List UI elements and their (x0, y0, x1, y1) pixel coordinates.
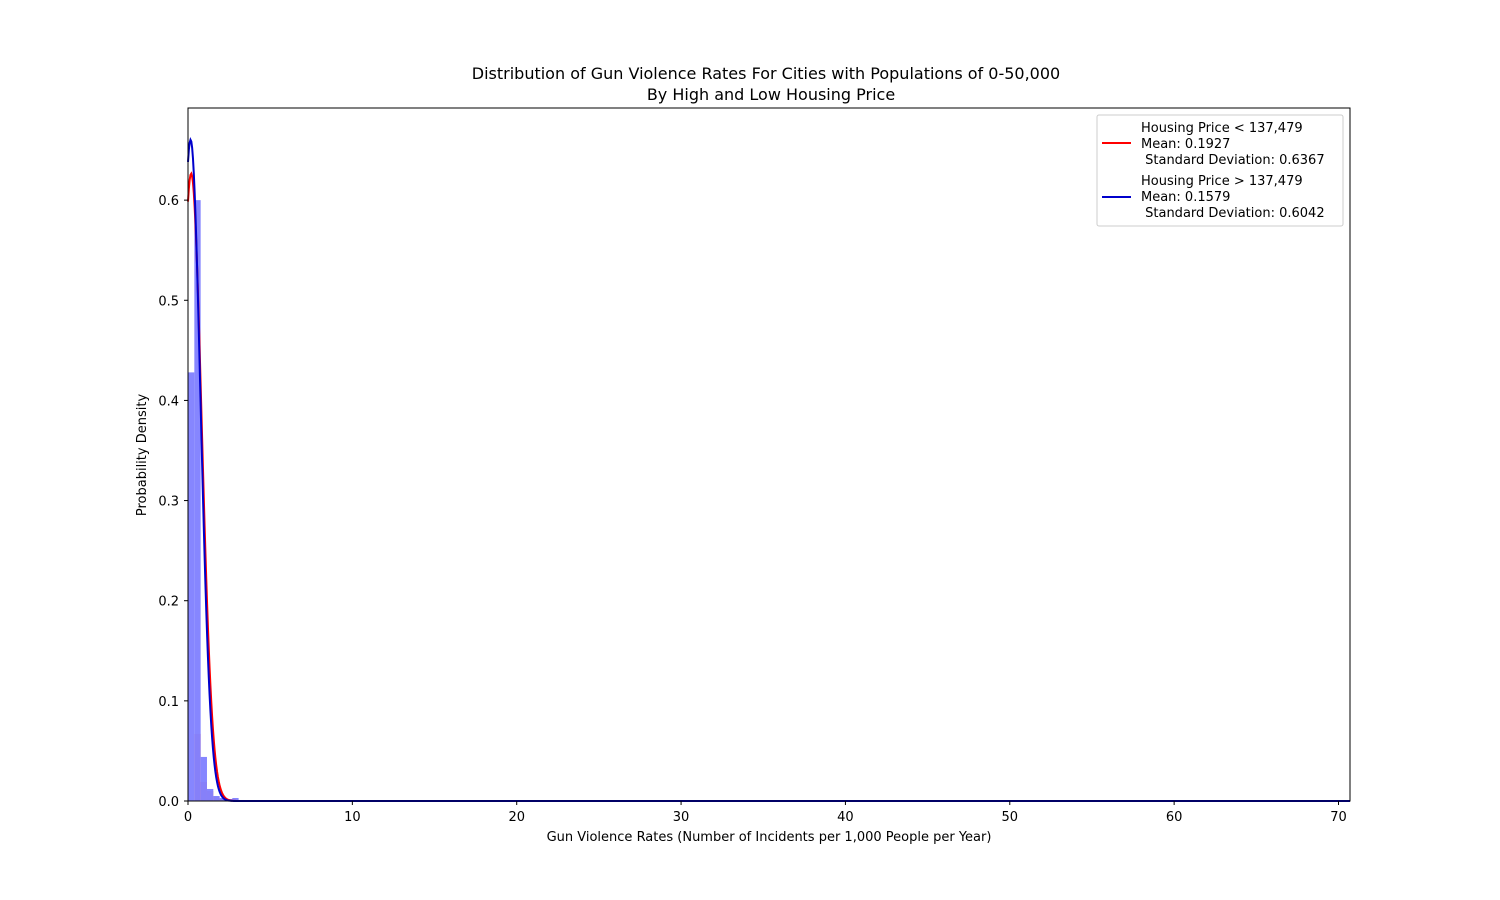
legend: Housing Price < 137,479 Mean: 0.1927 Sta… (1096, 114, 1344, 227)
legend-entry-low-line-1: Housing Price < 137,479 (1141, 121, 1303, 136)
y-tick-label-0: 0.0 (158, 795, 179, 810)
y-tick-label-0.6: 0.6 (158, 194, 179, 209)
histogram-bar-1-7 (232, 797, 239, 801)
histogram-bar-1-3 (206, 788, 214, 801)
y-tick-label-0.5: 0.5 (158, 294, 179, 309)
x-axis: 0 10 20 30 40 50 60 70 (184, 801, 1347, 825)
y-tick-label-0.4: 0.4 (158, 394, 179, 409)
plot-area-frame (187, 107, 1351, 802)
histogram-bar-1-2 (200, 756, 207, 801)
y-axis-label: Probability Density (135, 394, 150, 517)
x-tick-label-0: 0 (184, 810, 192, 825)
histogram-bar-1-0 (188, 372, 195, 801)
histogram-bar-1-5 (219, 797, 226, 801)
x-tick-label-10: 10 (344, 810, 361, 825)
histogram-bar-1-1 (194, 200, 201, 802)
legend-box (1096, 114, 1344, 227)
histogram-bar-1-4 (213, 795, 220, 801)
x-tick-label-60: 60 (1166, 810, 1183, 825)
chart-title: Distribution of Gun Violence Rates For C… (472, 64, 1060, 83)
x-tick-label-30: 30 (673, 810, 690, 825)
histogram-bars (188, 200, 245, 802)
y-axis: 0.0 0.1 0.2 0.3 0.4 0.5 0.6 (158, 194, 188, 810)
x-tick-label-40: 40 (837, 810, 854, 825)
legend-entry-high-line-1: Housing Price > 137,479 (1141, 174, 1303, 189)
legend-entry-low-line-3: Standard Deviation: 0.6367 (1141, 153, 1325, 168)
legend-entry-high-line-2: Mean: 0.1579 (1141, 190, 1230, 205)
x-axis-label: Gun Violence Rates (Number of Incidents … (547, 830, 992, 845)
x-tick-label-70: 70 (1330, 810, 1347, 825)
x-tick-label-20: 20 (508, 810, 525, 825)
y-tick-label-0.1: 0.1 (158, 695, 179, 710)
x-tick-label-50: 50 (1002, 810, 1019, 825)
density-curves (187, 137, 1350, 802)
y-tick-label-0.2: 0.2 (158, 595, 179, 610)
chart-subtitle: By High and Low Housing Price (647, 85, 895, 104)
legend-entry-high-line-3: Standard Deviation: 0.6042 (1141, 206, 1325, 221)
y-tick-label-0.3: 0.3 (158, 495, 179, 510)
density-curve-0 (187, 171, 1350, 802)
legend-entry-low-line-2: Mean: 0.1927 (1141, 137, 1230, 152)
density-curve-1 (187, 137, 1350, 802)
